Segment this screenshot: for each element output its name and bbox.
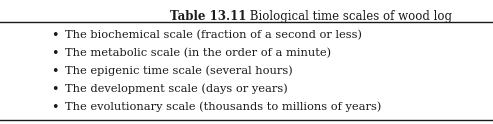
Text: Table 13.11: Table 13.11 xyxy=(170,10,246,23)
Text: Biological time scales of wood log: Biological time scales of wood log xyxy=(246,10,453,23)
Text: •: • xyxy=(51,29,59,42)
Text: •: • xyxy=(51,82,59,95)
Text: The metabolic scale (in the order of a minute): The metabolic scale (in the order of a m… xyxy=(65,48,331,58)
Text: The epigenic time scale (several hours): The epigenic time scale (several hours) xyxy=(65,66,293,76)
Text: The evolutionary scale (thousands to millions of years): The evolutionary scale (thousands to mil… xyxy=(65,102,382,112)
Text: •: • xyxy=(51,64,59,78)
Text: The development scale (days or years): The development scale (days or years) xyxy=(65,84,288,94)
Text: The biochemical scale (fraction of a second or less): The biochemical scale (fraction of a sec… xyxy=(65,30,362,40)
Text: •: • xyxy=(51,100,59,113)
Text: •: • xyxy=(51,46,59,60)
